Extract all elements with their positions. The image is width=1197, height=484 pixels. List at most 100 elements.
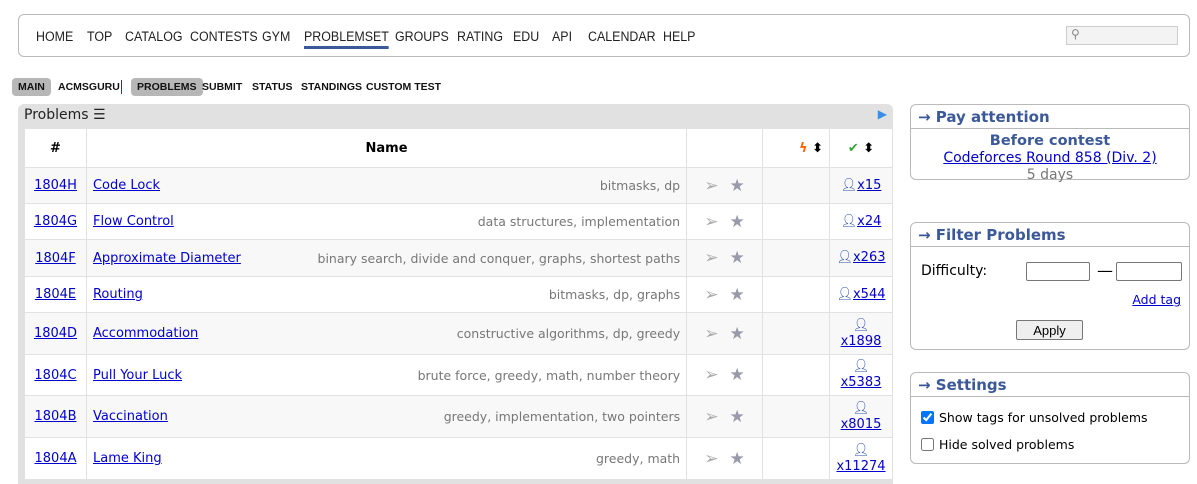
nav-problemset[interactable]: PROBLEMSET — [304, 29, 389, 49]
submit-icon[interactable]: ➢ — [704, 284, 719, 305]
problems-table: # Name ϟ ⬍ ✔ ⬍ 1804H Code Lock bitmasks, … — [24, 128, 894, 480]
favourite-star-icon[interactable]: ★ — [729, 284, 745, 305]
problem-name-link[interactable]: Code Lock — [92, 178, 161, 193]
table-row: 1804F Approximate Diameter binary search,… — [24, 239, 894, 277]
problem-id-link[interactable]: 1804F — [35, 250, 76, 266]
submit-icon[interactable]: ➢ — [704, 406, 719, 427]
table-row: 1804D Accommodation constructive algorith… — [24, 312, 894, 355]
nav-rating[interactable]: RATING — [457, 29, 503, 44]
solved-sort[interactable]: ✔ ⬍ — [828, 128, 894, 168]
nav-help[interactable]: HELP — [663, 29, 696, 44]
problem-id-link[interactable]: 1804B — [34, 409, 77, 424]
user-icon: 👤︎ — [852, 359, 870, 374]
submit-icon[interactable]: ➢ — [704, 175, 719, 196]
user-icon: 👤︎ — [836, 250, 853, 265]
nav-home[interactable]: HOME — [36, 29, 74, 44]
user-icon: 👤︎ — [852, 317, 870, 333]
hide-solved-checkbox[interactable] — [921, 438, 934, 451]
solved-count-link[interactable]: 👤︎ x1898 — [840, 317, 882, 349]
problem-name-link[interactable]: Flow Control — [92, 214, 174, 229]
nav-edu[interactable]: EDU — [513, 29, 540, 44]
problem-id-link[interactable]: 1804C — [34, 367, 77, 383]
nav-catalog[interactable]: CATALOG — [125, 29, 183, 44]
subnav-custom-test[interactable]: CUSTOM TEST — [366, 81, 442, 93]
user-icon: 👤︎ — [840, 213, 858, 229]
favourite-star-icon[interactable]: ★ — [729, 448, 745, 469]
dash: — — [1097, 261, 1113, 280]
countdown: 5 days — [1026, 167, 1074, 183]
submit-icon[interactable]: ➢ — [704, 448, 719, 469]
subnav-problems[interactable]: PROBLEMS — [131, 78, 203, 96]
add-tag-link[interactable]: Add tag — [1132, 292, 1181, 307]
box-title: → Settings — [911, 373, 1189, 397]
show-tags-checkbox[interactable] — [921, 411, 934, 424]
list-icon[interactable]: ☰ — [92, 107, 106, 123]
submit-icon[interactable]: ➢ — [704, 248, 719, 268]
problem-name-link[interactable]: Accommodation — [92, 326, 199, 341]
col-num: # — [24, 128, 87, 168]
problem-name-link[interactable]: Approximate Diameter — [92, 250, 241, 266]
problem-id-link[interactable]: 1804H — [34, 178, 77, 193]
user-icon: 👤︎ — [852, 442, 870, 458]
user-icon: 👤︎ — [852, 400, 870, 416]
problem-name-link[interactable]: Pull Your Luck — [92, 367, 183, 383]
problem-id-link[interactable]: 1804A — [34, 451, 77, 466]
subnav-standings[interactable]: STANDINGS — [301, 81, 363, 93]
solved-count-link[interactable]: 👤︎ x5383 — [840, 359, 882, 390]
hide-solved-option[interactable]: Hide solved problems — [921, 437, 1074, 452]
settings-box: → Settings Show tags for unsolved proble… — [910, 372, 1190, 464]
subnav-status[interactable]: STATUS — [252, 81, 293, 93]
solved-count-link[interactable]: 👤︎ x11274 — [836, 442, 886, 474]
difficulty-max-input[interactable] — [1116, 262, 1182, 281]
nav-contests[interactable]: CONTESTS — [190, 29, 258, 44]
nav-top[interactable]: TOP — [87, 29, 113, 44]
expand-arrow-icon[interactable]: ▶ — [877, 107, 887, 121]
table-row: 1804E Routing bitmasks, dp, graphs ➢ ★ 👤︎… — [24, 276, 894, 313]
col-name: Name — [85, 128, 688, 168]
contest-link[interactable]: Codeforces Round 858 (Div. 2) — [943, 150, 1157, 166]
favourite-star-icon[interactable]: ★ — [729, 406, 745, 427]
solved-count-link[interactable]: 👤︎x544 — [836, 286, 886, 302]
nav-groups[interactable]: GROUPS — [395, 29, 449, 44]
table-row: 1804A Lame King greedy, math ➢ ★ 👤︎ x11274 — [24, 437, 894, 480]
favourite-star-icon[interactable]: ★ — [729, 248, 745, 268]
table-row: 1804B Vaccination greedy, implementation,… — [24, 395, 894, 438]
submit-icon[interactable]: ➢ — [704, 365, 719, 385]
before-contest-heading: Before contest — [989, 133, 1111, 149]
pay-attention-box: → Pay attention Before contest Codeforce… — [910, 104, 1190, 183]
submit-icon[interactable]: ➢ — [704, 323, 719, 344]
submit-icon[interactable]: ➢ — [704, 211, 719, 232]
problem-name-link[interactable]: Lame King — [92, 451, 162, 466]
nav-calendar[interactable]: CALENDAR — [588, 29, 656, 44]
show-tags-option[interactable]: Show tags for unsolved problems — [921, 410, 1148, 425]
problem-id-link[interactable]: 1804D — [33, 326, 78, 341]
subnav-main[interactable]: MAIN — [12, 78, 51, 96]
problem-name-link[interactable]: Routing — [92, 287, 143, 302]
problem-name-link[interactable]: Vaccination — [92, 409, 168, 424]
difficulty-min-input[interactable] — [1026, 262, 1090, 281]
solved-count-link[interactable]: 👤︎x15 — [840, 177, 882, 193]
problem-tags: bitmasks, dp — [599, 178, 681, 193]
problem-id-link[interactable]: 1804G — [33, 214, 78, 229]
problems-panel: Problems ☰ ▶ # Name ϟ ⬍ ✔ ⬍ 1804H Code L… — [18, 104, 894, 484]
panel-title: Problems ☰ — [24, 107, 106, 123]
solved-count-link[interactable]: 👤︎ x8015 — [840, 400, 882, 432]
subnav-submit[interactable]: SUBMIT — [202, 81, 243, 93]
difficulty-sort[interactable]: ϟ ⬍ — [762, 128, 830, 168]
subnav-acmsguru[interactable]: ACMSGURU — [58, 81, 120, 93]
check-icon: ✔ — [847, 140, 859, 156]
user-icon: 👤︎ — [836, 286, 853, 302]
favourite-star-icon[interactable]: ★ — [729, 175, 745, 196]
nav-gym[interactable]: GYM — [262, 29, 291, 44]
apply-button[interactable]: Apply — [1016, 320, 1083, 340]
search-input[interactable]: ⚲ — [1066, 26, 1178, 45]
favourite-star-icon[interactable]: ★ — [729, 365, 745, 385]
problem-id-link[interactable]: 1804E — [34, 287, 77, 302]
problem-tags: bitmasks, dp, graphs — [548, 287, 681, 302]
solved-count-link[interactable]: 👤︎x263 — [836, 250, 886, 265]
solved-count-link[interactable]: 👤︎x24 — [840, 213, 882, 229]
main-nav: ⚲ HOME TOP CATALOG CONTESTS GYM PROBLEMSET GRO… — [18, 14, 1190, 57]
favourite-star-icon[interactable]: ★ — [729, 211, 745, 232]
favourite-star-icon[interactable]: ★ — [729, 323, 745, 344]
nav-api[interactable]: API — [552, 29, 573, 44]
